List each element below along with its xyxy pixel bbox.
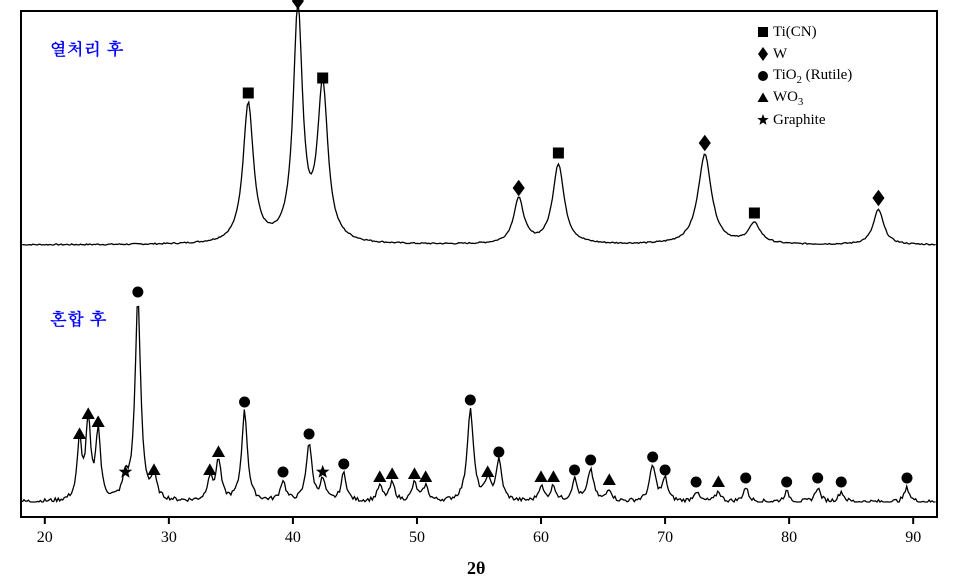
circle-icon — [836, 477, 847, 488]
x-tick-label: 50 — [409, 529, 425, 546]
triangle-icon — [212, 445, 225, 457]
xrd-curve-bottom — [22, 307, 935, 502]
triangle-icon — [712, 475, 725, 487]
circle-icon — [740, 473, 751, 484]
legend-item: W — [753, 43, 852, 65]
legend-item: Graphite — [753, 109, 852, 131]
triangle-icon — [82, 407, 95, 419]
triangle-icon — [481, 465, 494, 477]
star-icon — [119, 465, 133, 478]
legend-label: TiO2 (Rutile) — [773, 67, 852, 86]
circle-icon — [493, 447, 504, 458]
legend-label: WO3 — [773, 89, 803, 108]
circle-icon — [781, 477, 792, 488]
circle-icon — [277, 467, 288, 478]
square-icon — [243, 88, 254, 99]
x-axis-label: 2θ — [467, 558, 485, 579]
triangle-icon — [386, 467, 399, 479]
legend-item: Ti(CN) — [753, 21, 852, 43]
circle-icon — [660, 465, 671, 476]
triangle-icon — [753, 90, 773, 106]
triangle-icon — [73, 427, 86, 439]
circle-icon — [132, 287, 143, 298]
x-tick-label: 80 — [781, 529, 797, 546]
circle-icon — [465, 395, 476, 406]
diamond-icon — [753, 46, 773, 62]
diamond-icon — [872, 190, 884, 207]
diamond-icon — [513, 180, 525, 197]
square-icon — [749, 208, 760, 219]
circle-icon — [691, 477, 702, 488]
diamond-icon — [292, 0, 304, 9]
triangle-icon — [547, 470, 560, 482]
legend-label: Graphite — [773, 112, 825, 129]
circle-icon — [585, 455, 596, 466]
triangle-icon — [408, 467, 421, 479]
triangle-icon — [147, 463, 160, 475]
panel-title-top: 열처리 후 — [50, 36, 124, 60]
square-icon — [553, 148, 564, 159]
triangle-icon — [603, 473, 616, 485]
triangle-icon — [419, 470, 432, 482]
triangle-icon — [534, 470, 547, 482]
circle-icon — [753, 68, 773, 84]
x-tick-label: 20 — [37, 529, 53, 546]
circle-icon — [647, 452, 658, 463]
x-tick-label: 40 — [285, 529, 301, 546]
triangle-icon — [373, 470, 386, 482]
circle-icon — [901, 473, 912, 484]
circle-icon — [812, 473, 823, 484]
legend-label: W — [773, 46, 787, 63]
triangle-icon — [203, 463, 216, 475]
x-tick-label: 90 — [905, 529, 921, 546]
legend: Ti(CN) W TiO2 (Rutile) WO3 Graphite — [753, 21, 852, 131]
legend-item: TiO2 (Rutile) — [753, 65, 852, 87]
circle-icon — [569, 465, 580, 476]
x-tick-label: 70 — [657, 529, 673, 546]
star-icon — [316, 465, 330, 478]
diamond-icon — [699, 135, 711, 152]
panel-title-bottom: 혼합 후 — [50, 306, 107, 330]
legend-label: Ti(CN) — [773, 24, 817, 41]
x-tick-label: 30 — [161, 529, 177, 546]
square-icon — [753, 24, 773, 40]
circle-icon — [239, 397, 250, 408]
circle-icon — [304, 429, 315, 440]
circle-icon — [338, 459, 349, 470]
star-icon — [753, 112, 773, 128]
square-icon — [317, 73, 328, 84]
x-tick-label: 60 — [533, 529, 549, 546]
legend-item: WO3 — [753, 87, 852, 109]
